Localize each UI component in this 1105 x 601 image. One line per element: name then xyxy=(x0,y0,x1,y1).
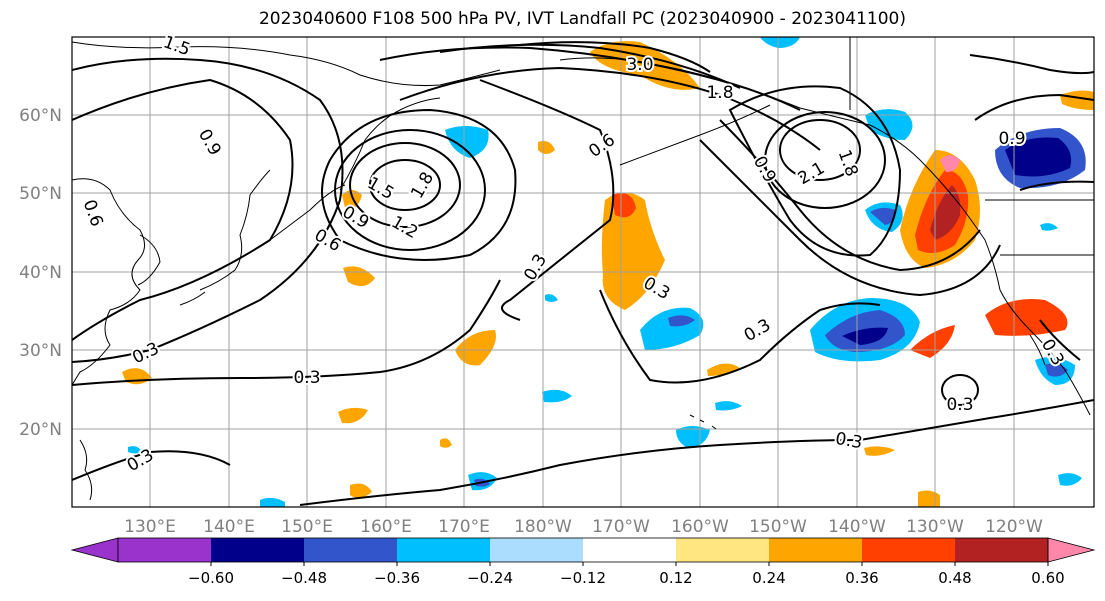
colorbar-segment xyxy=(769,538,863,562)
colorbar-segment xyxy=(118,538,212,562)
lon-label: 130°E xyxy=(124,517,176,537)
lon-label: 170°E xyxy=(438,517,490,537)
lon-label: 180°W xyxy=(514,517,572,537)
ivt-negative-patch xyxy=(545,294,558,302)
ivt-positive-patch xyxy=(985,299,1068,336)
lon-label: 120°W xyxy=(985,517,1043,537)
colorbar: −0.60 −0.48 −0.36 −0.24 −0.12 0.12 0.24 0.36 0.4… xyxy=(70,537,1096,587)
contour-label: 3.0 xyxy=(626,55,653,75)
colorbar-extend-left xyxy=(70,537,119,563)
ivt-positive-patch xyxy=(601,192,665,310)
ivt-positive-patch xyxy=(538,141,555,154)
colorbar-tick-label: 0.60 xyxy=(1031,569,1064,587)
contour-label: 0.3 xyxy=(834,429,864,453)
ivt-negative-patch xyxy=(1040,223,1058,231)
ivt-negative-patch xyxy=(842,327,888,345)
lat-label: 50°N xyxy=(19,184,62,204)
ivt-negative-patch xyxy=(870,207,896,225)
lon-label: 140°W xyxy=(828,517,886,537)
lat-label: 20°N xyxy=(19,420,62,440)
contour-label: 0.3 xyxy=(946,395,973,415)
ivt-negative-patch xyxy=(542,389,572,403)
ivt-negative-patch xyxy=(676,426,710,448)
colorbar-tick-label: −0.12 xyxy=(560,569,606,587)
colorbar-tick-label: −0.24 xyxy=(467,569,513,587)
contour-label: 0.3 xyxy=(293,368,320,388)
colorbar-segment xyxy=(490,538,584,562)
ivt-positive-patch xyxy=(590,41,700,90)
colorbar-segment xyxy=(583,538,677,562)
ivt-positive-patch xyxy=(864,446,895,456)
colorbar-tick-label: −0.36 xyxy=(374,569,420,587)
ivt-negative-patch xyxy=(260,497,285,507)
contour-label: 0.9 xyxy=(998,129,1025,149)
ivt-positive-patch xyxy=(455,330,496,366)
latitude-labels: 60°N 50°N 40°N 30°N 20°N xyxy=(19,106,62,440)
lon-label: 160°E xyxy=(360,517,412,537)
lat-label: 60°N xyxy=(19,106,62,126)
ivt-negative-patch xyxy=(128,446,142,454)
colorbar-segments xyxy=(70,537,1096,563)
colorbar-tick-label: 0.48 xyxy=(938,569,971,587)
ivt-negative-patch xyxy=(445,126,489,158)
colorbar-tick-label: 0.12 xyxy=(659,569,692,587)
colorbar-ticks: −0.60 −0.48 −0.36 −0.24 −0.12 0.12 0.24 0.36 0.4… xyxy=(188,562,1065,587)
lon-label: 130°W xyxy=(906,517,964,537)
colorbar-segment xyxy=(397,538,491,562)
contour-label: 1.8 xyxy=(706,83,733,103)
map-panel xyxy=(71,36,1095,508)
ivt-negative-patch xyxy=(760,37,800,48)
lon-label: 160°W xyxy=(671,517,729,537)
colorbar-segment xyxy=(676,538,770,562)
ivt-positive-patch xyxy=(440,438,452,448)
colorbar-extend-right xyxy=(1047,537,1096,563)
ivt-negative-patch xyxy=(1058,473,1082,486)
ivt-shading xyxy=(122,37,1094,507)
pv-contours xyxy=(72,41,1094,506)
colorbar-segment xyxy=(862,538,956,562)
colorbar-segment xyxy=(304,538,398,562)
lon-label: 140°E xyxy=(203,517,255,537)
colorbar-tick-label: −0.60 xyxy=(188,569,234,587)
ivt-negative-patch xyxy=(668,315,695,327)
colorbar-tick-label: 0.36 xyxy=(845,569,878,587)
colorbar-segment xyxy=(211,538,305,562)
colorbar-tick-label: −0.48 xyxy=(281,569,327,587)
ivt-positive-patch xyxy=(612,193,636,218)
ivt-positive-patch xyxy=(342,190,362,212)
ivt-positive-patch xyxy=(350,483,372,498)
colorbar-tick-label: 0.24 xyxy=(752,569,785,587)
lon-label: 170°W xyxy=(592,517,650,537)
colorbar-segment xyxy=(955,538,1049,562)
lon-label: 150°W xyxy=(749,517,807,537)
ivt-positive-patch xyxy=(338,407,368,424)
map-title: 2023040600 F108 500 hPa PV, IVT Landfall… xyxy=(258,9,906,29)
longitude-labels: 130°E 140°E 150°E 160°E 170°E 180°W 170°… xyxy=(124,517,1043,537)
ivt-negative-patch xyxy=(715,401,742,411)
ivt-positive-patch xyxy=(930,185,961,240)
lat-label: 40°N xyxy=(19,263,62,283)
ivt-positive-patch xyxy=(343,266,375,287)
lon-label: 150°E xyxy=(281,517,333,537)
ivt-negative-patch xyxy=(1005,137,1072,177)
lat-label: 30°N xyxy=(19,341,62,361)
ivt-positive-patch xyxy=(940,155,960,172)
ivt-positive-patch xyxy=(707,363,740,376)
